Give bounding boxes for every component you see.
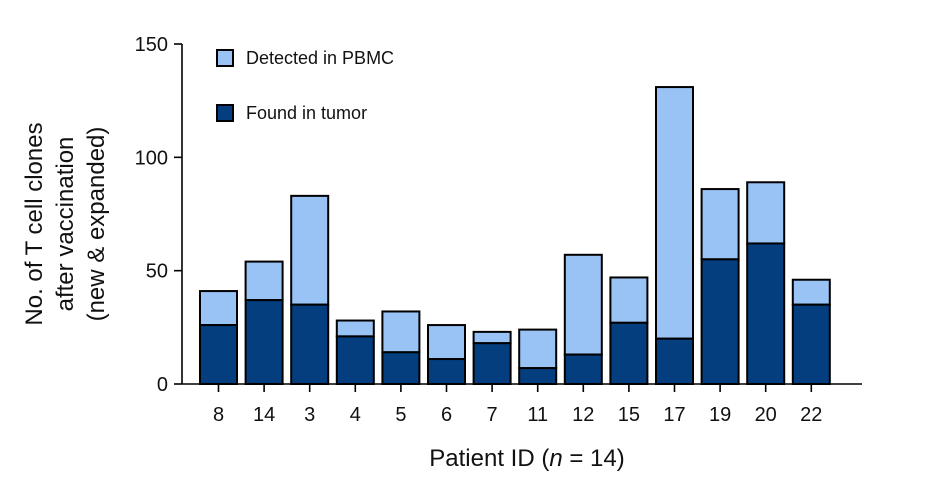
x-tick-label-14: 14 [253,404,275,426]
bar-tumor-patient-5 [381,351,421,385]
legend-swatch-tumor [216,104,234,122]
x-tick-label-17: 17 [663,404,685,426]
legend: Detected in PBMC Found in tumor [216,48,394,123]
bar-pbmc-patient-22 [791,278,831,306]
x-tick-label-3: 3 [304,404,315,426]
bars-group [199,86,831,386]
x-axis-title-prefix: Patient ID ( [429,445,549,472]
legend-label-pbmc: Detected in PBMC [246,48,394,68]
bar-tumor-patient-20 [746,242,786,385]
x-tick-label-6: 6 [441,404,452,426]
bar-pbmc-patient-14 [244,260,284,302]
bar-tumor-patient-12 [563,353,603,385]
bar-tumor-patient-8 [199,324,238,386]
y-axis-title-line-2: after vaccination [52,137,79,312]
y-tick-label-2: 100 [135,147,168,169]
bar-pbmc-patient-7 [472,330,512,345]
bar-tumor-patient-4 [335,335,375,385]
y-axis-title-line-1: No. of T cell clones [21,122,48,325]
bar-tumor-patient-15 [609,321,649,385]
x-axis-title: Patient ID (n = 14) [429,445,624,472]
x-tick-label-4: 4 [350,404,361,426]
x-tick-label-11: 11 [527,404,548,426]
bar-pbmc-patient-15 [609,276,649,324]
bar-pbmc-patient-5 [381,310,421,354]
x-axis-title-suffix: = 14) [563,445,625,472]
bar-pbmc-patient-20 [746,181,786,245]
bar-pbmc-patient-11 [518,328,558,370]
x-tick-label-5: 5 [395,404,406,426]
legend-swatch-pbmc [216,49,234,67]
x-ticks-group: 8 14 3 4 5 6 7 11 12 15 17 19 20 22 [213,384,822,426]
bar-pbmc-patient-6 [427,324,466,361]
bar-tumor-patient-19 [700,258,740,386]
bar-pbmc-patient-12 [563,253,603,356]
bar-pbmc-patient-8 [199,290,238,327]
x-axis-title-italic: n [549,445,562,472]
axes-group [181,44,862,385]
y-ticks-group: 0 50 100 150 [135,34,182,396]
x-tick-label-22: 22 [800,404,822,426]
x-tick-label-12: 12 [572,404,594,426]
x-tick-label-20: 20 [755,404,777,426]
bar-tumor-patient-7 [472,342,512,386]
bar-tumor-patient-11 [518,367,558,385]
x-tick-label-19: 19 [709,404,731,426]
bar-pbmc-patient-3 [290,194,330,306]
bar-tumor-patient-14 [244,299,284,385]
y-tick-label-0: 0 [157,374,168,396]
bar-tumor-patient-6 [427,358,466,386]
x-tick-label-7: 7 [487,404,498,426]
legend-label-tumor: Found in tumor [246,103,367,123]
x-tick-label-8: 8 [213,404,224,426]
bar-tumor-patient-3 [290,303,330,385]
y-tick-label-1: 50 [146,261,168,283]
y-axis-title: No. of T cell clones after vaccination (… [21,122,110,325]
bar-tumor-patient-22 [791,303,831,385]
y-tick-label-3: 150 [135,34,168,56]
x-tick-label-15: 15 [618,404,640,426]
bar-pbmc-patient-17 [655,86,694,340]
bar-pbmc-patient-4 [335,319,375,338]
bar-tumor-patient-17 [655,337,694,385]
y-axis-title-line-3: (new & expanded) [83,127,110,322]
bar-pbmc-patient-19 [700,188,740,261]
